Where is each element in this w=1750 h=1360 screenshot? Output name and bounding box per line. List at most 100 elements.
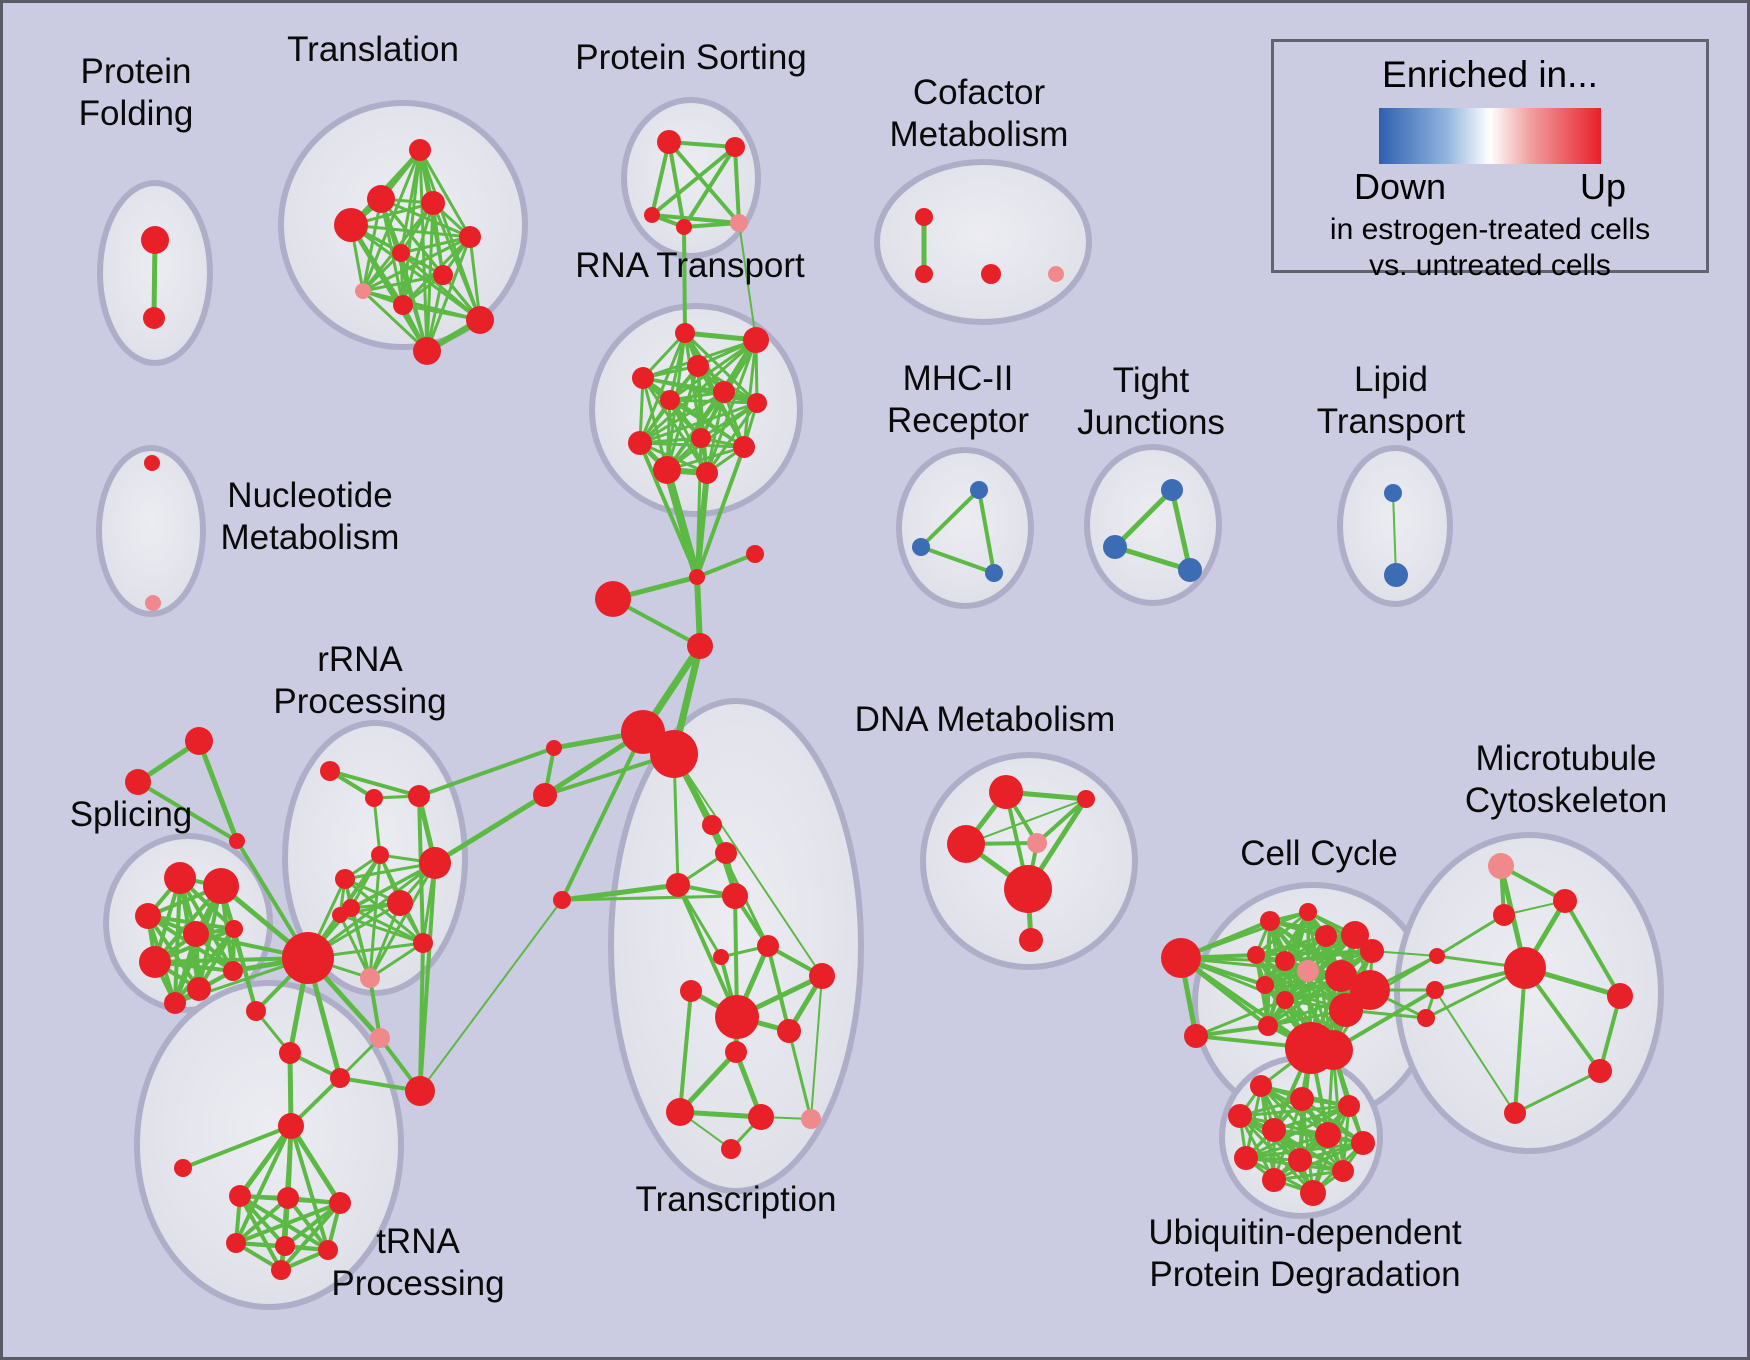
node: [1313, 1030, 1353, 1070]
cluster-label-nucleotide-metabolism: Nucleotide Metabolism: [221, 476, 400, 557]
node: [143, 307, 165, 329]
node: [1350, 970, 1390, 1010]
edge: [348, 223, 430, 353]
node: [628, 431, 652, 455]
legend-scale-labels: Down Up: [1354, 168, 1626, 206]
node: [365, 789, 383, 807]
edge: [639, 401, 758, 445]
node: [226, 1233, 246, 1253]
node: [271, 1260, 291, 1280]
node: [405, 1076, 435, 1106]
node: [1288, 1148, 1312, 1172]
node: [229, 833, 245, 849]
node: [1161, 479, 1183, 501]
cluster-label-protein-sorting: Protein Sorting: [575, 38, 807, 77]
node: [139, 946, 171, 978]
edge: [1436, 913, 1505, 958]
edge: [676, 884, 739, 1018]
node: [183, 921, 209, 947]
edge: [667, 141, 686, 228]
edge: [418, 746, 555, 798]
node: [355, 283, 371, 299]
node: [985, 564, 1003, 582]
node: [1178, 558, 1202, 582]
node: [912, 538, 930, 556]
node: [1429, 948, 1445, 964]
cluster-label-splicing: Splicing: [70, 795, 193, 834]
edge: [667, 140, 741, 225]
edge: [1113, 488, 1174, 549]
cluster-label-microtubule-cytoskeleton: Microtubule Cytoskeleton: [1465, 739, 1667, 820]
node: [746, 545, 764, 563]
edge: [362, 235, 471, 293]
edge: [289, 1125, 330, 1251]
node: [748, 1104, 774, 1130]
node: [702, 815, 722, 835]
node: [164, 992, 186, 1014]
edge: [1255, 949, 1373, 957]
edge: [1245, 1133, 1329, 1160]
legend-down-label: Down: [1354, 166, 1447, 207]
edge: [418, 862, 437, 1092]
edge: [338, 914, 372, 979]
node: [1504, 947, 1546, 989]
node: [1250, 1075, 1272, 1097]
edge: [1195, 998, 1286, 1038]
node: [1262, 1168, 1286, 1192]
node: [733, 436, 755, 458]
node: [801, 1109, 821, 1129]
node: [1258, 1016, 1278, 1036]
node: [279, 1042, 301, 1064]
node: [660, 390, 680, 410]
node: [730, 214, 748, 232]
cluster-ellipse-tight-junctions: [1084, 444, 1222, 606]
node: [332, 907, 348, 923]
node: [676, 219, 692, 235]
node: [691, 428, 711, 448]
cluster-label-rrna-processing: rRNA Processing: [273, 640, 446, 721]
node: [680, 980, 702, 1002]
node: [1048, 266, 1064, 282]
node: [1247, 946, 1265, 964]
edge: [1180, 910, 1309, 960]
node: [713, 949, 729, 965]
node: [466, 306, 494, 334]
edge: [742, 339, 758, 448]
edge: [173, 877, 182, 1004]
edge: [350, 906, 424, 945]
node: [360, 968, 380, 988]
node: [1384, 484, 1402, 502]
edge: [329, 769, 420, 798]
edge: [1331, 1049, 1345, 1172]
node: [1004, 865, 1052, 913]
node: [1077, 790, 1095, 808]
edge: [678, 990, 693, 1113]
edge: [1513, 967, 1527, 1114]
edge: [669, 338, 757, 402]
edge: [787, 1030, 813, 1120]
node: [1341, 921, 1369, 949]
edge: [641, 377, 709, 474]
node: [1297, 960, 1319, 982]
edge: [638, 332, 687, 444]
edge: [1311, 1105, 1351, 1194]
node: [419, 847, 451, 879]
node: [713, 381, 735, 403]
node: [367, 185, 395, 213]
node: [777, 1019, 801, 1043]
node: [696, 462, 718, 484]
edge: [695, 446, 746, 578]
node: [203, 868, 239, 904]
node: [595, 581, 631, 617]
node: [1228, 1104, 1252, 1128]
edge: [368, 902, 402, 979]
node: [135, 903, 161, 929]
edge: [683, 331, 759, 405]
edge: [431, 202, 445, 276]
edge: [1255, 933, 1356, 957]
node: [1332, 1160, 1354, 1182]
node: [715, 995, 759, 1039]
node: [915, 265, 933, 283]
node: [1315, 1122, 1341, 1148]
edge: [1284, 949, 1373, 963]
